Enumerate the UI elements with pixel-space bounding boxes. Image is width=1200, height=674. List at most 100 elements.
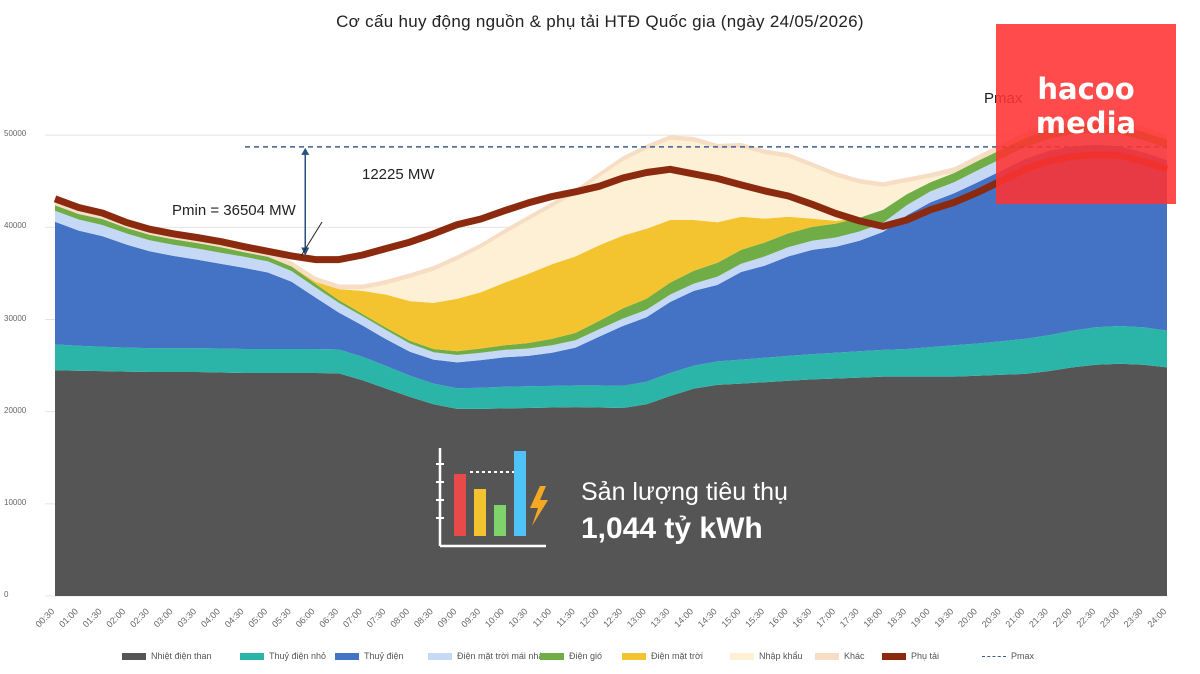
legend-item: Nhập khẩu bbox=[730, 647, 803, 665]
x-tick-label: 19:30 bbox=[932, 606, 955, 629]
x-tick-label: 20:00 bbox=[956, 606, 979, 629]
brand-line-2: media bbox=[1035, 106, 1137, 140]
x-tick-label: 01:00 bbox=[57, 606, 80, 629]
x-tick-label: 16:30 bbox=[791, 606, 814, 629]
x-tick-label: 13:00 bbox=[625, 606, 648, 629]
x-tick-label: 14:00 bbox=[672, 606, 695, 629]
area-series-4 bbox=[55, 123, 1167, 355]
area-series-5 bbox=[55, 123, 1167, 352]
x-tick-label: 17:00 bbox=[814, 606, 837, 629]
pmin-pointer bbox=[300, 221, 323, 256]
area-series-3 bbox=[55, 132, 1167, 363]
x-tick-labels: 00:30 01:00 01:30 02:00 02:30 03:00 03:30 04:00… bbox=[33, 606, 1168, 629]
x-tick-label: 23:00 bbox=[1098, 606, 1121, 629]
x-tick-label: 05:30 bbox=[270, 606, 293, 629]
y-tick-label: 0 bbox=[4, 590, 9, 599]
legend-label: Điện mặt trời mái nhà bbox=[457, 651, 544, 661]
x-tick-label: 21:30 bbox=[1027, 606, 1050, 629]
gap-arrow-head-bottom bbox=[301, 247, 310, 256]
x-tick-label: 08:30 bbox=[412, 606, 435, 629]
legend-label: Nhiệt điện than bbox=[151, 651, 212, 661]
consumption-label: Sản lượng tiêu thụ bbox=[581, 478, 788, 506]
legend-swatch bbox=[428, 652, 452, 660]
bar-chart-icon bbox=[436, 448, 548, 548]
pmin-annotation: Pmin = 36504 MW bbox=[172, 202, 296, 219]
x-tick-label: 21:00 bbox=[1003, 606, 1026, 629]
legend-item: Điện gió bbox=[540, 647, 602, 665]
legend-label: Điện gió bbox=[569, 651, 603, 661]
x-tick-label: 11:00 bbox=[531, 606, 554, 629]
legend-item: Điện mặt trời bbox=[622, 647, 703, 665]
area-series-6 bbox=[55, 123, 1167, 303]
brand-line-1: hacoo bbox=[1037, 72, 1135, 106]
legend-item: Thuỷ điện bbox=[335, 647, 404, 665]
x-tick-label: 22:30 bbox=[1074, 606, 1097, 629]
x-tick-label: 12:00 bbox=[578, 606, 601, 629]
legend-label: Thuỷ điện bbox=[364, 651, 404, 661]
x-tick-label: 18:00 bbox=[861, 606, 884, 629]
x-tick-label: 22:00 bbox=[1051, 606, 1074, 629]
area-series-0 bbox=[55, 363, 1167, 596]
x-tick-label: 15:00 bbox=[720, 606, 743, 629]
x-tick-label: 09:00 bbox=[436, 606, 459, 629]
legend-swatch bbox=[730, 652, 754, 660]
legend-swatch bbox=[882, 652, 906, 660]
x-tick-label: 16:00 bbox=[767, 606, 790, 629]
legend: Nhiệt điện than Thuỷ điện nhỏ Thuỷ điện Điệ… bbox=[0, 647, 1200, 665]
x-tick-label: 00:30 bbox=[33, 606, 56, 629]
x-tick-label: 10:30 bbox=[507, 606, 530, 629]
x-tick-label: 03:00 bbox=[152, 606, 175, 629]
legend-label: Điện mặt trời bbox=[651, 651, 703, 661]
legend-swatch bbox=[240, 652, 264, 660]
area-series-1 bbox=[55, 326, 1167, 409]
legend-item: Điện mặt trời mái nhà bbox=[428, 647, 543, 665]
x-tick-label: 07:00 bbox=[341, 606, 364, 629]
x-tick-label: 03:30 bbox=[175, 606, 198, 629]
legend-item: Phụ tải bbox=[882, 647, 939, 665]
load-line bbox=[53, 151, 1169, 264]
x-tick-label: 01:30 bbox=[81, 606, 104, 629]
x-tick-label: 05:00 bbox=[246, 606, 269, 629]
x-tick-label: 06:30 bbox=[317, 606, 340, 629]
brand-logo: hacoo media bbox=[996, 24, 1176, 204]
legend-item: Khác bbox=[815, 647, 865, 665]
x-tick-label: 24:00 bbox=[1145, 606, 1168, 629]
x-tick-label: 09:30 bbox=[459, 606, 482, 629]
legend-label: Phụ tải bbox=[911, 651, 940, 661]
legend-item: Nhiệt điện than bbox=[122, 647, 212, 665]
brand-logo-text: hacoo media bbox=[996, 72, 1176, 140]
gap-arrow-head-top bbox=[301, 147, 310, 155]
legend-item: Thuỷ điện nhỏ bbox=[240, 647, 326, 665]
legend-label: Thuỷ điện nhỏ bbox=[269, 651, 327, 661]
legend-swatch bbox=[122, 652, 146, 660]
x-tick-label: 07:30 bbox=[365, 606, 388, 629]
y-tick-label: 30000 bbox=[4, 313, 27, 323]
x-tick-label: 13:30 bbox=[649, 606, 672, 629]
x-tick-label: 14:30 bbox=[696, 606, 719, 629]
y-tick-label: 50000 bbox=[4, 129, 27, 139]
legend-label: Nhập khẩu bbox=[759, 651, 803, 661]
x-tick-label: 04:30 bbox=[223, 606, 246, 629]
x-tick-label: 04:00 bbox=[199, 606, 222, 629]
x-tick-label: 17:30 bbox=[838, 606, 861, 629]
x-tick-label: 12:30 bbox=[601, 606, 624, 629]
x-tick-label: 18:30 bbox=[885, 606, 908, 629]
consumption-info: Sản lượng tiêu thụ 1,044 tỷ kWh bbox=[436, 444, 836, 554]
load-line-group bbox=[53, 151, 1169, 264]
gap-annotation: 12225 MW bbox=[362, 166, 435, 183]
legend-swatch bbox=[540, 652, 564, 660]
consumption-value: 1,044 tỷ kWh bbox=[581, 512, 763, 545]
y-tick-label: 20000 bbox=[4, 405, 27, 415]
legend-swatch bbox=[622, 652, 646, 660]
x-tick-label: 02:00 bbox=[104, 606, 127, 629]
x-tick-label: 20:30 bbox=[980, 606, 1003, 629]
x-tick-label: 08:00 bbox=[388, 606, 411, 629]
x-tick-label: 02:30 bbox=[128, 606, 151, 629]
chart-title: Cơ cấu huy động nguồn & phụ tải HTĐ Quốc… bbox=[336, 12, 864, 31]
legend-swatch bbox=[815, 652, 839, 660]
legend-swatch bbox=[982, 655, 1006, 657]
area-series-2 bbox=[55, 144, 1167, 389]
x-tick-label: 23:30 bbox=[1122, 606, 1145, 629]
legend-label: Khác bbox=[844, 651, 865, 661]
